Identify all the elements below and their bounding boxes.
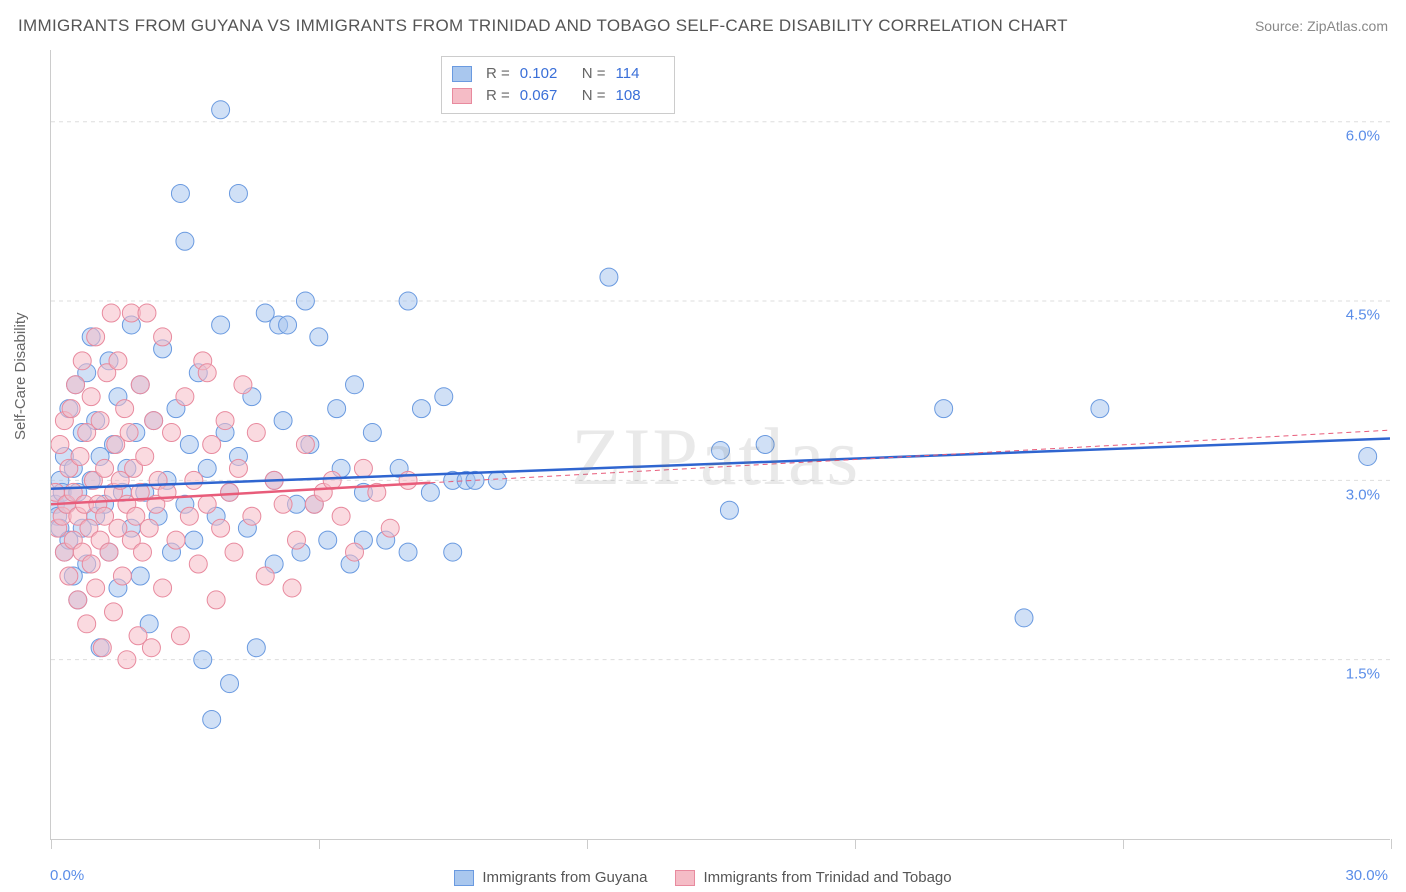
stat-r-label: R =	[486, 85, 510, 107]
x-tick-mark	[319, 839, 320, 849]
legend-stat-row: R = 0.102 N = 114	[452, 63, 664, 85]
y-axis-label: Self-Care Disability	[12, 312, 29, 440]
y-tick-label: 3.0%	[1346, 486, 1380, 503]
stat-n-value: 108	[616, 85, 664, 107]
stat-n-label: N =	[582, 63, 606, 85]
chart-title: IMMIGRANTS FROM GUYANA VS IMMIGRANTS FRO…	[18, 16, 1068, 36]
legend-swatch	[675, 870, 695, 886]
plot-area: ZIPatlas 1.5%3.0%4.5%6.0% R =0.102N =114…	[50, 50, 1390, 840]
x-tick-mark	[855, 839, 856, 849]
y-tick-label: 6.0%	[1346, 127, 1380, 144]
legend-item: Immigrants from Guyana	[454, 869, 647, 886]
legend-label: Immigrants from Guyana	[482, 869, 647, 886]
x-tick-mark	[1391, 839, 1392, 849]
legend-item: Immigrants from Trinidad and Tobago	[675, 869, 951, 886]
scatter-svg	[51, 50, 1390, 839]
source-value: ZipAtlas.com	[1307, 18, 1388, 34]
stat-n-label: N =	[582, 85, 606, 107]
y-tick-label: 4.5%	[1346, 307, 1380, 324]
source-label: Source:	[1255, 18, 1303, 34]
legend-swatch	[454, 870, 474, 886]
legend-label: Immigrants from Trinidad and Tobago	[703, 869, 951, 886]
stat-n-value: 114	[616, 63, 664, 85]
source-attribution: Source: ZipAtlas.com	[1255, 18, 1388, 34]
x-tick-mark	[587, 839, 588, 849]
stat-r-value: 0.102	[520, 63, 568, 85]
legend-swatch	[452, 88, 472, 104]
stat-r-label: R =	[486, 63, 510, 85]
stat-r-value: 0.067	[520, 85, 568, 107]
legend-series: Immigrants from Guyana Immigrants from Tr…	[0, 869, 1406, 886]
x-tick-mark	[1123, 839, 1124, 849]
legend-stat-row: R = 0.067 N = 108	[452, 85, 664, 107]
x-tick-mark	[51, 839, 52, 849]
y-tick-label: 1.5%	[1346, 666, 1380, 683]
legend-correlation-box: R = 0.102 N = 114 R = 0.067 N = 108	[441, 56, 675, 114]
legend-swatch	[452, 66, 472, 82]
